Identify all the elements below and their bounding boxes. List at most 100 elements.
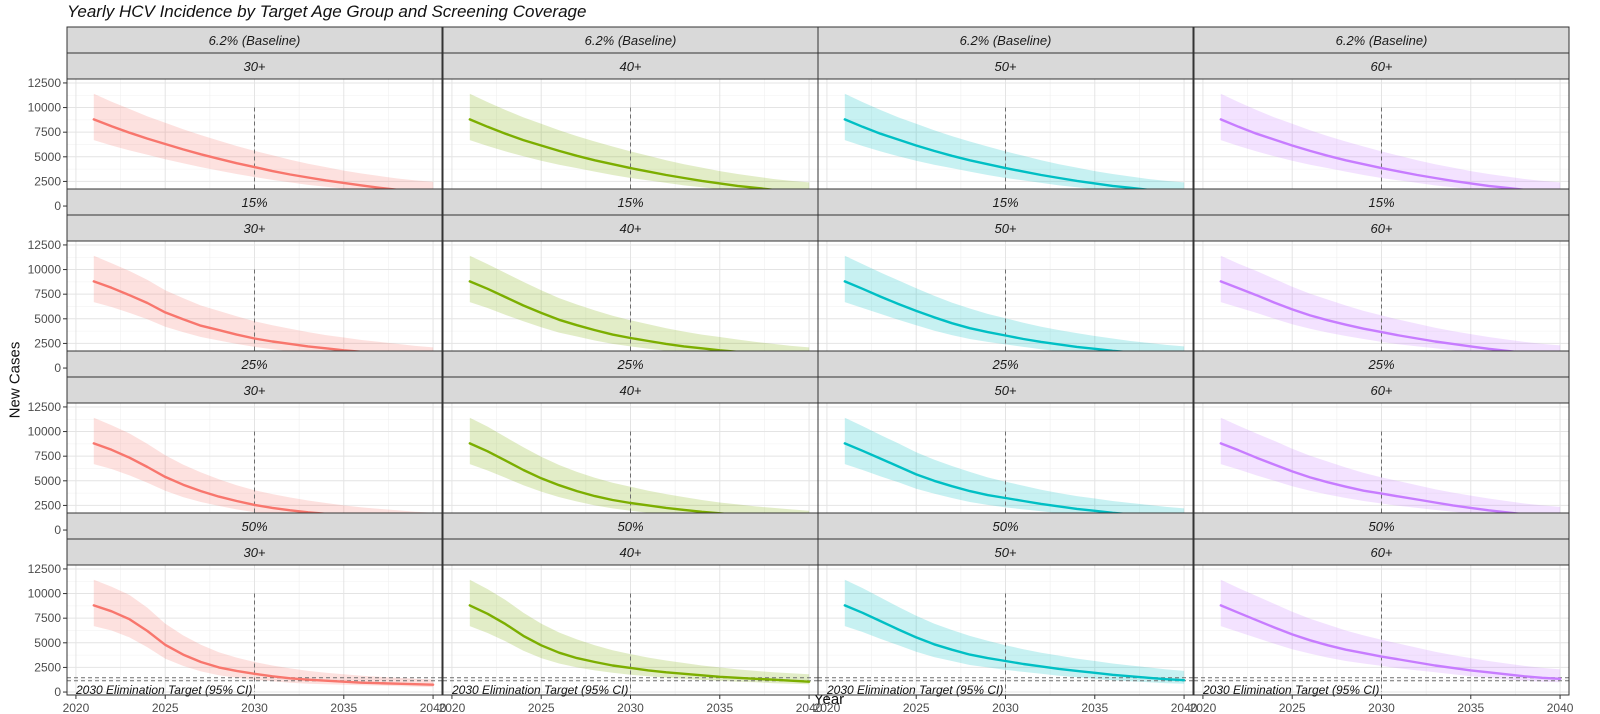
strip-coverage-label: 15% [992, 195, 1018, 210]
x-tick-label: 2020 [439, 701, 466, 714]
y-tick-label: 12500 [28, 76, 62, 90]
y-tick-label: 10000 [28, 101, 62, 115]
strip-age-label: 30+ [243, 59, 265, 74]
y-tick-label: 7500 [34, 449, 61, 463]
ci-ribbon-r4-30 [93, 579, 434, 688]
ci-ribbon-r3-50 [844, 417, 1185, 522]
strip-age-r3-50 [817, 376, 1194, 404]
y-tick-label: 0 [54, 685, 61, 699]
strip-age-label: 30+ [243, 383, 265, 398]
strip-coverage-label: 6.2% (Baseline) [585, 33, 677, 48]
y-tick-label: 5000 [34, 312, 61, 326]
strip-age-label: 50+ [994, 59, 1016, 74]
strip-age-label: 60+ [1370, 383, 1392, 398]
strip-coverage-label: 25% [616, 357, 643, 372]
strip-age-r1-60 [1193, 52, 1570, 80]
y-tick-label: 7500 [34, 125, 61, 139]
incidence-line-r4-40 [468, 604, 811, 683]
strip-coverage-label: 25% [991, 357, 1018, 372]
target-label: 2030 Elimination Target (95% CI) [451, 683, 628, 697]
target-label: 2030 Elimination Target (95% CI) [1202, 683, 1379, 697]
y-tick-label: 10000 [28, 425, 62, 439]
strip-age-label: 40+ [619, 59, 641, 74]
incidence-line-r1-60 [1219, 118, 1562, 195]
strip-age-r4-30 [66, 538, 443, 566]
strip-coverage-r1-50 [817, 26, 1194, 54]
y-tick-label: 12500 [28, 562, 62, 576]
strip-age-label: 50+ [994, 383, 1016, 398]
y-tick-label: 0 [54, 523, 61, 537]
x-tick-label: 2020 [63, 701, 90, 714]
y-tick-label: 7500 [34, 287, 61, 301]
y-tick-label: 12500 [28, 400, 62, 414]
x-tick-label: 2035 [330, 701, 357, 714]
y-tick-label: 5000 [34, 636, 61, 650]
strip-coverage-label: 6.2% (Baseline) [209, 33, 301, 48]
x-tick-label: 2040 [1547, 701, 1574, 714]
x-tick-label: 2025 [528, 701, 555, 714]
strip-coverage-r2-30 [66, 188, 443, 216]
strip-age-label: 50+ [994, 221, 1016, 236]
x-tick-label: 2040 [420, 701, 447, 714]
strip-coverage-label: 15% [617, 195, 643, 210]
x-tick-label: 2040 [796, 701, 823, 714]
ci-ribbon-r2-50 [844, 255, 1185, 360]
strip-age-r1-50 [817, 52, 1194, 80]
strip-coverage-r1-60 [1193, 26, 1570, 54]
x-tick-label: 2025 [152, 701, 179, 714]
strip-coverage-r1-30 [66, 26, 443, 54]
strip-coverage-r2-50 [817, 188, 1194, 216]
strip-age-r1-30 [66, 52, 443, 80]
strip-age-label: 30+ [243, 545, 265, 560]
incidence-line-r4-60 [1219, 604, 1562, 680]
target-label: 2030 Elimination Target (95% CI) [826, 683, 1003, 697]
ci-ribbon-r4-60 [1220, 579, 1561, 683]
x-tick-label: 2035 [706, 701, 733, 714]
ci-ribbon-r3-40 [469, 417, 810, 523]
x-tick-label: 2030 [1368, 701, 1395, 714]
strip-coverage-label: 50% [1368, 519, 1394, 534]
y-tick-label: 0 [54, 361, 61, 375]
strip-age-label: 40+ [619, 383, 641, 398]
incidence-line-r1-40 [468, 118, 811, 195]
strip-age-r2-30 [66, 214, 443, 242]
strip-age-r4-60 [1193, 538, 1570, 566]
y-tick-label: 10000 [28, 263, 62, 277]
strip-coverage-r4-30 [66, 512, 443, 540]
incidence-line-r4-30 [92, 604, 435, 686]
strip-coverage-label: 25% [1367, 357, 1394, 372]
strip-coverage-r3-60 [1193, 350, 1570, 378]
strip-coverage-label: 6.2% (Baseline) [1336, 33, 1428, 48]
x-tick-label: 2030 [617, 701, 644, 714]
x-tick-label: 2030 [992, 701, 1019, 714]
x-tick-label: 2035 [1081, 701, 1108, 714]
y-tick-label: 5000 [34, 474, 61, 488]
strip-coverage-label: 6.2% (Baseline) [960, 33, 1052, 48]
y-tick-label: 10000 [28, 587, 62, 601]
x-tick-label: 2025 [903, 701, 930, 714]
incidence-line-r4-50 [843, 604, 1186, 682]
y-tick-label: 2500 [34, 336, 61, 350]
strip-coverage-label: 25% [240, 357, 267, 372]
y-tick-label: 0 [54, 199, 61, 213]
strip-age-label: 60+ [1370, 545, 1392, 560]
y-tick-label: 7500 [34, 611, 61, 625]
y-tick-label: 2500 [34, 174, 61, 188]
strip-coverage-label: 15% [241, 195, 267, 210]
x-tick-label: 2035 [1457, 701, 1484, 714]
strip-age-r4-40 [442, 538, 819, 566]
incidence-line-r1-50 [843, 118, 1186, 195]
y-tick-label: 2500 [34, 498, 61, 512]
strip-age-r2-40 [442, 214, 819, 242]
strip-age-label: 30+ [243, 221, 265, 236]
strip-coverage-label: 15% [1368, 195, 1394, 210]
x-tick-label: 2020 [1190, 701, 1217, 714]
strip-age-r4-50 [817, 538, 1194, 566]
target-label: 2030 Elimination Target (95% CI) [75, 683, 252, 697]
incidence-line-r2-60 [1219, 280, 1562, 357]
x-tick-label: 2020 [814, 701, 841, 714]
strip-coverage-r1-40 [442, 26, 819, 54]
strip-age-r2-60 [1193, 214, 1570, 242]
strip-age-label: 40+ [619, 221, 641, 236]
